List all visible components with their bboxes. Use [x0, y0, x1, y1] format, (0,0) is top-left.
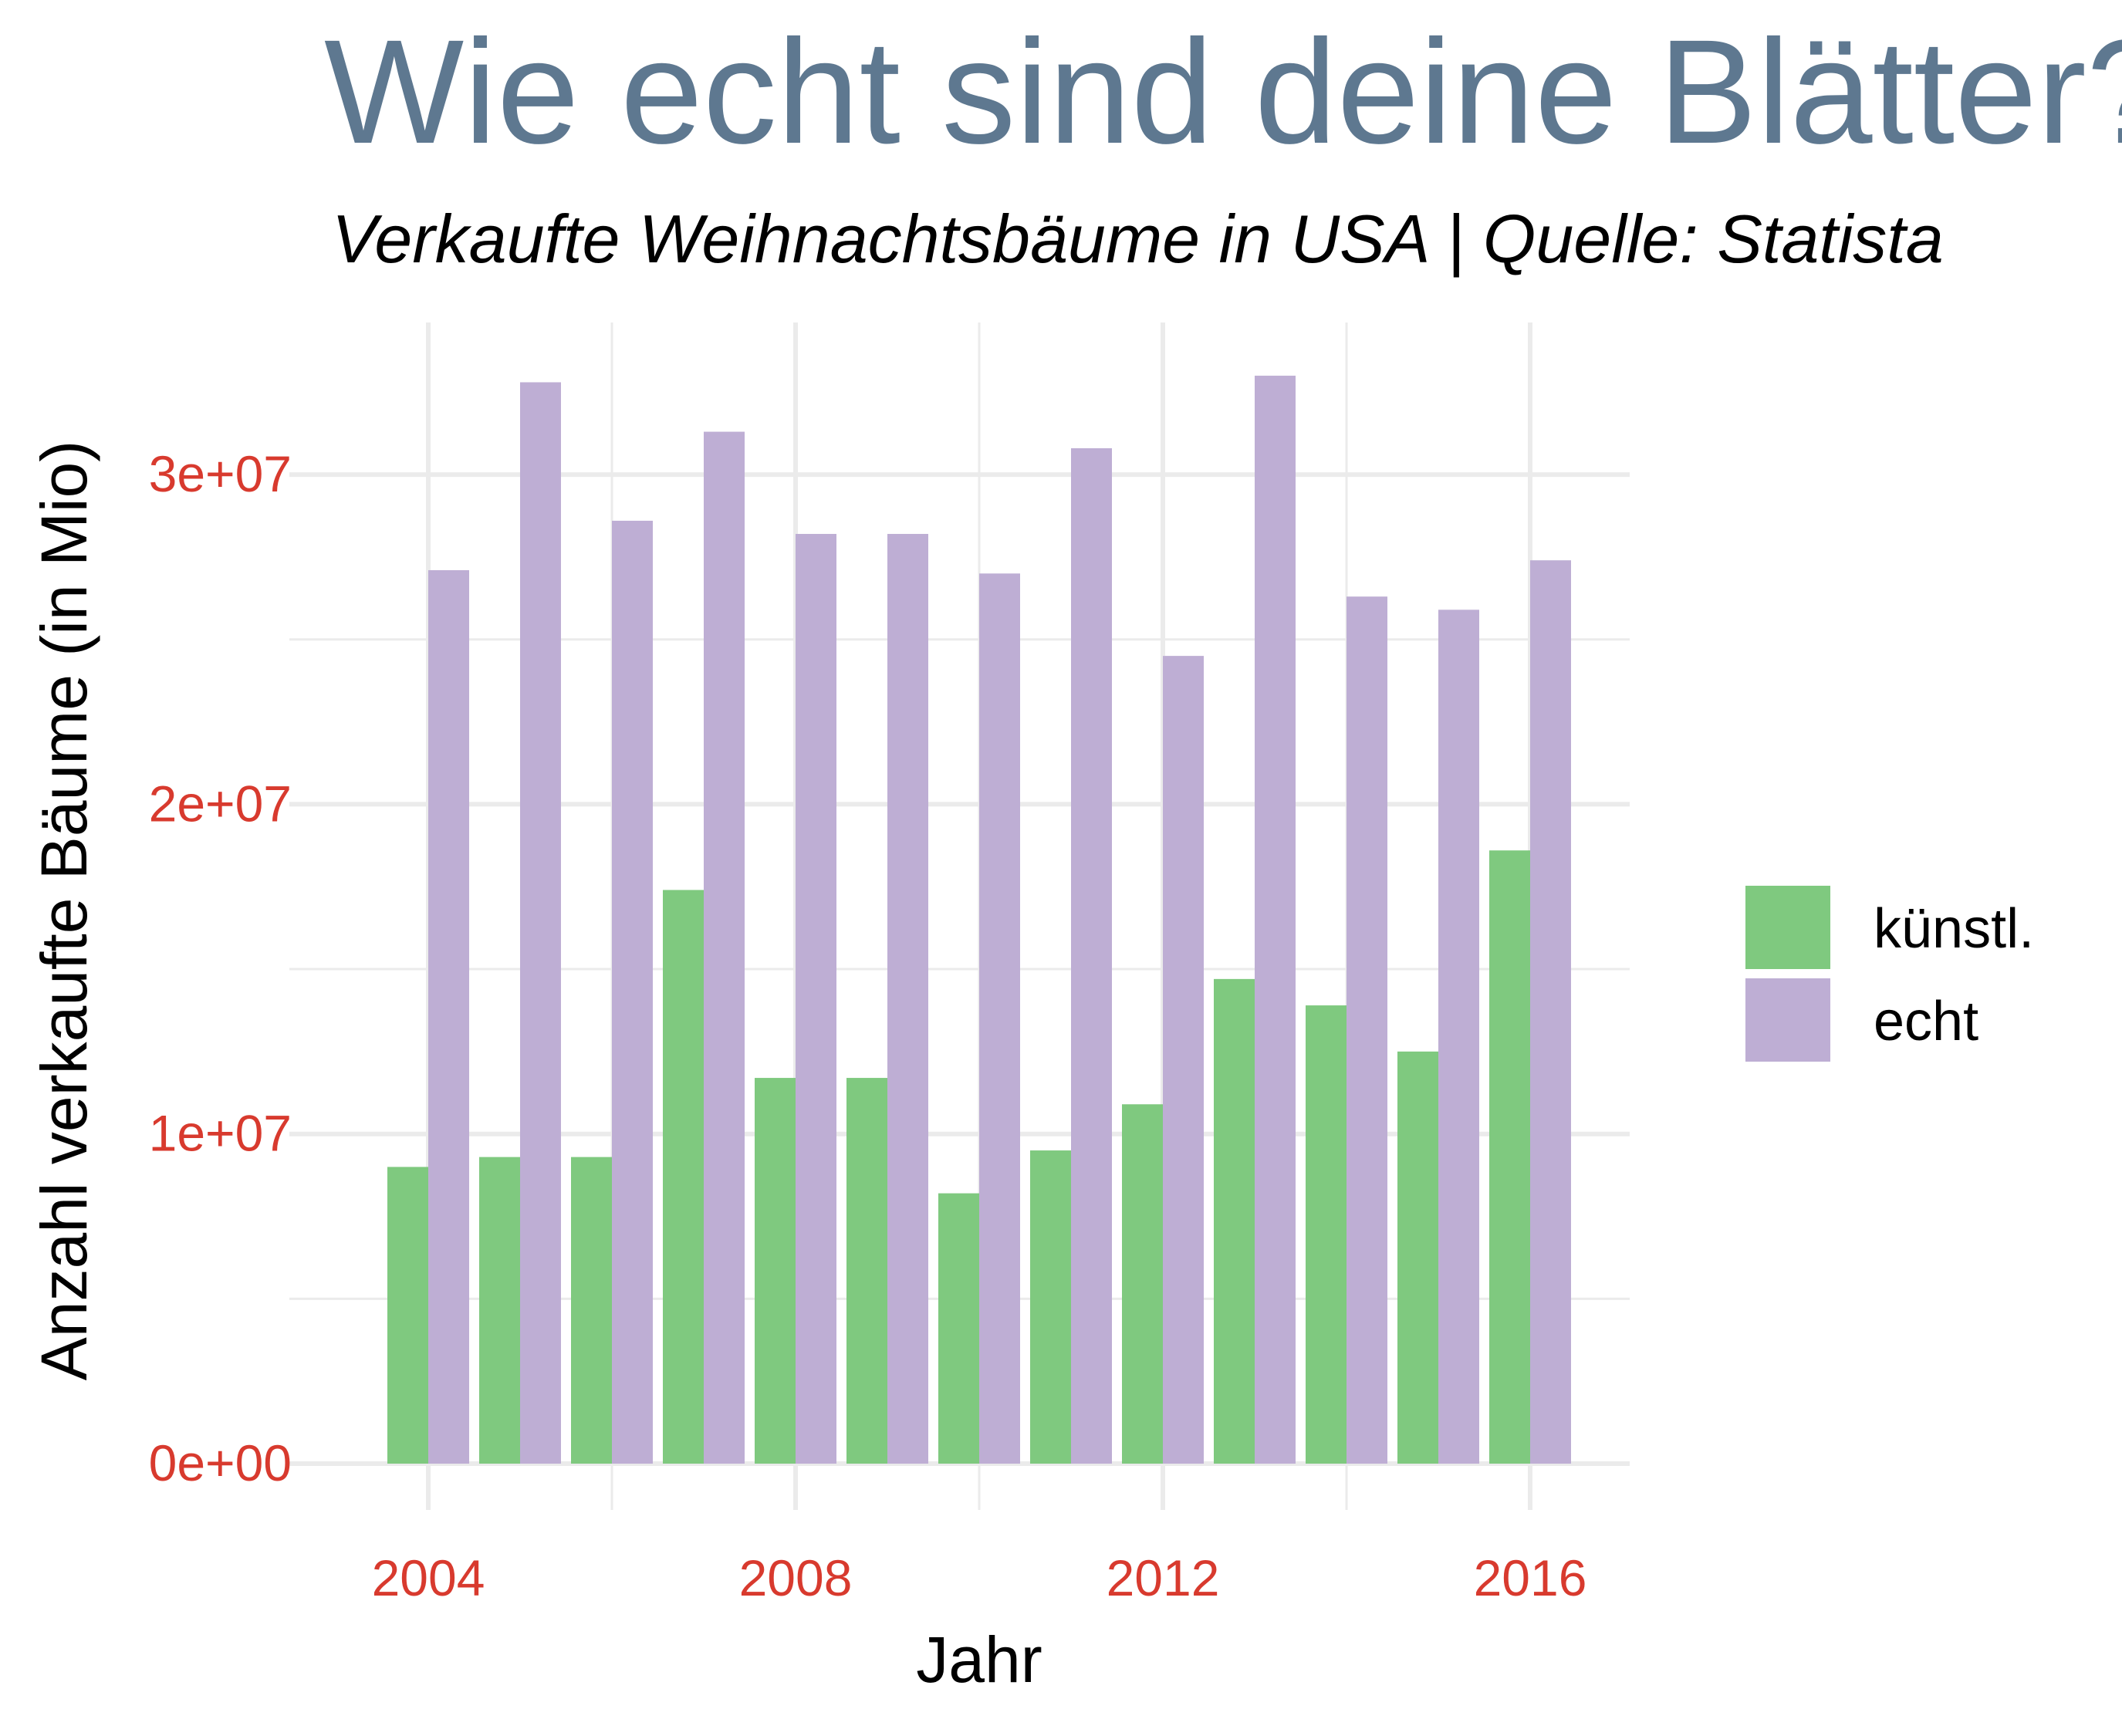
- y-axis-title: Anzahl verkaufte Bäume (in Mio): [28, 441, 100, 1381]
- legend-label-kuenstl: künstl.: [1874, 898, 2034, 960]
- bar-echt-2009: [887, 534, 928, 1464]
- x-axis-title: Jahr: [916, 1623, 1042, 1696]
- y-tick-label: 1e+07: [149, 1105, 292, 1162]
- y-tick-label: 3e+07: [149, 445, 292, 502]
- x-axis-ticks: 2004 2008 2012 2016: [372, 1549, 1587, 1606]
- x-tick-label: 2004: [372, 1549, 485, 1606]
- chart-title: Wie echt sind deine Blätter?: [324, 8, 2122, 174]
- bar-echt-2015: [1438, 610, 1479, 1464]
- bar-echt-2006: [612, 520, 653, 1464]
- legend-key-echt: [1745, 978, 1830, 1062]
- bar-kuenstl-2013: [1214, 978, 1255, 1464]
- bar-echt-2008: [796, 534, 836, 1464]
- bar-kuenstl-2004: [387, 1167, 428, 1464]
- x-tick-label: 2012: [1107, 1549, 1220, 1606]
- bar-kuenstl-2014: [1306, 1005, 1347, 1464]
- bar-kuenstl-2008: [755, 1078, 796, 1464]
- legend-label-echt: echt: [1874, 991, 1978, 1052]
- bars: [387, 375, 1571, 1464]
- bar-echt-2010: [979, 573, 1020, 1464]
- bar-kuenstl-2016: [1489, 850, 1530, 1464]
- bar-kuenstl-2009: [846, 1078, 887, 1464]
- bar-echt-2004: [428, 570, 469, 1464]
- bar-echt-2013: [1255, 375, 1296, 1464]
- bar-kuenstl-2015: [1397, 1051, 1438, 1464]
- bar-echt-2011: [1071, 448, 1112, 1464]
- bar-echt-2005: [520, 382, 561, 1464]
- legend-key-kuenstl: [1745, 886, 1830, 969]
- bar-kuenstl-2010: [938, 1193, 979, 1464]
- bar-kuenstl-2005: [479, 1157, 520, 1464]
- y-tick-label: 2e+07: [149, 775, 292, 832]
- x-tick-label: 2008: [739, 1549, 853, 1606]
- y-axis-ticks: 0e+00 1e+07 2e+07 3e+07: [149, 445, 292, 1491]
- bar-echt-2016: [1530, 560, 1571, 1464]
- y-tick-label: 0e+00: [149, 1434, 292, 1491]
- bar-echt-2012: [1163, 656, 1204, 1464]
- legend: künstl. echt: [1745, 886, 2034, 1062]
- bar-kuenstl-2007: [663, 890, 704, 1464]
- bar-kuenstl-2006: [571, 1157, 612, 1464]
- chart-subtitle: Verkaufte Weihnachtsbäume in USA | Quell…: [332, 201, 1944, 278]
- x-tick-label: 2016: [1474, 1549, 1587, 1606]
- bar-echt-2007: [704, 431, 745, 1464]
- bar-kuenstl-2011: [1030, 1150, 1071, 1464]
- bar-echt-2014: [1347, 596, 1387, 1464]
- bar-kuenstl-2012: [1122, 1104, 1163, 1464]
